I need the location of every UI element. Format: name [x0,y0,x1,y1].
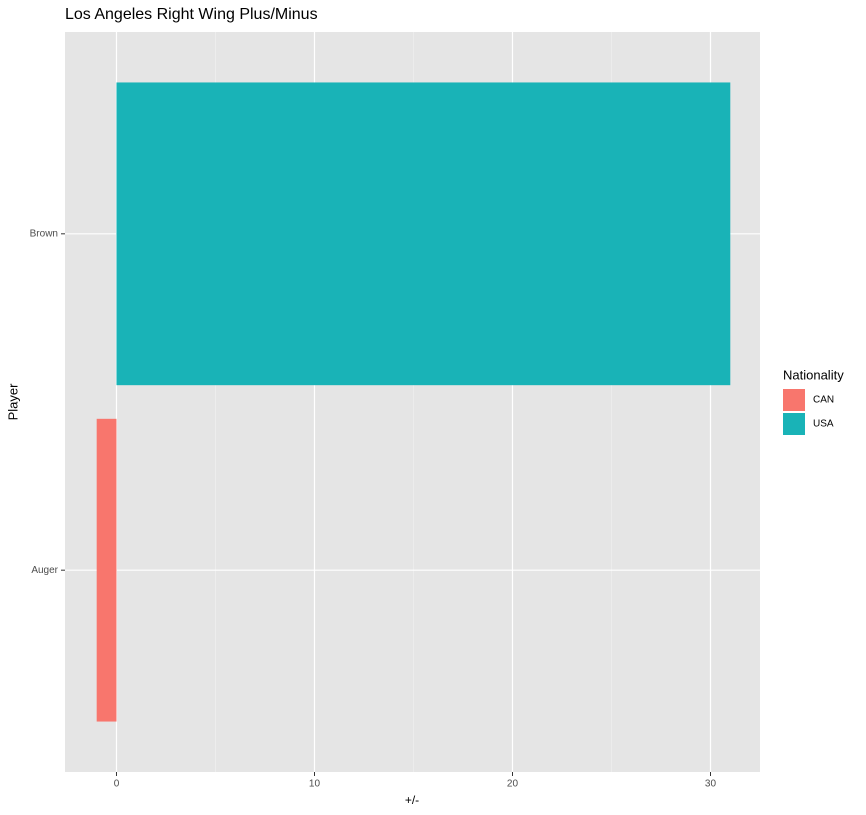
legend-label: CAN [813,395,834,406]
y-axis-label: Player [5,383,20,421]
legend-label: USA [813,419,834,430]
y-tick-label: Brown [30,228,58,239]
x-tick-label: 0 [114,779,120,790]
chart-title: Los Angeles Right Wing Plus/Minus [65,6,318,23]
x-axis-label: +/- [405,793,419,807]
y-tick-label: Auger [31,565,58,576]
x-tick-label: 20 [507,779,519,790]
legend-title: Nationality [783,367,844,382]
x-tick-label: 10 [309,779,321,790]
x-tick-label: 30 [705,779,717,790]
legend-key [783,389,805,411]
bar [116,82,731,386]
legend-key [783,413,805,435]
bar [96,418,117,722]
